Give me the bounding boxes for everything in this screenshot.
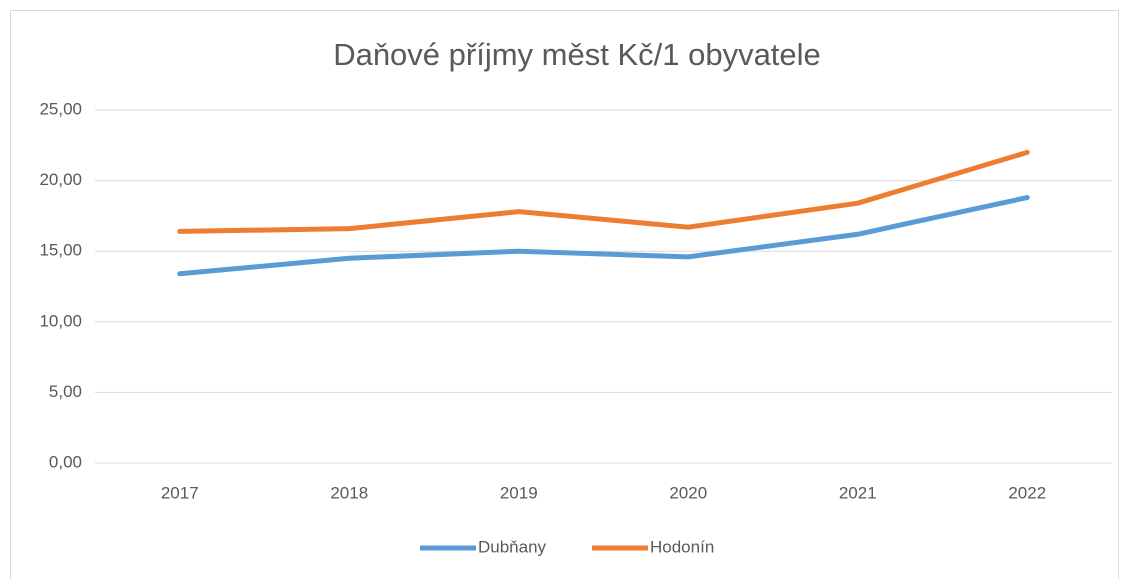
x-tick-label: 2019 <box>500 483 538 502</box>
legend-label: Dubňany <box>478 537 547 556</box>
x-tick-label: 2022 <box>1008 483 1046 502</box>
legend-label: Hodonín <box>650 537 714 556</box>
y-tick-label: 15,00 <box>39 241 82 260</box>
data-line <box>177 195 1030 277</box>
x-tick-label: 2020 <box>669 483 707 502</box>
x-tick-label: 2021 <box>839 483 877 502</box>
chart-title: Daňové příjmy měst Kč/1 obyvatele <box>333 37 821 72</box>
y-tick-label: 20,00 <box>39 170 82 189</box>
y-tick-label: 0,00 <box>49 452 82 471</box>
chart-border <box>10 10 1119 579</box>
y-tick-label: 25,00 <box>39 99 82 118</box>
x-tick-label: 2018 <box>330 483 368 502</box>
y-tick-label: 10,00 <box>39 311 82 330</box>
y-tick-label: 5,00 <box>49 382 82 401</box>
data-line <box>177 149 1030 234</box>
x-tick-label: 2017 <box>161 483 199 502</box>
